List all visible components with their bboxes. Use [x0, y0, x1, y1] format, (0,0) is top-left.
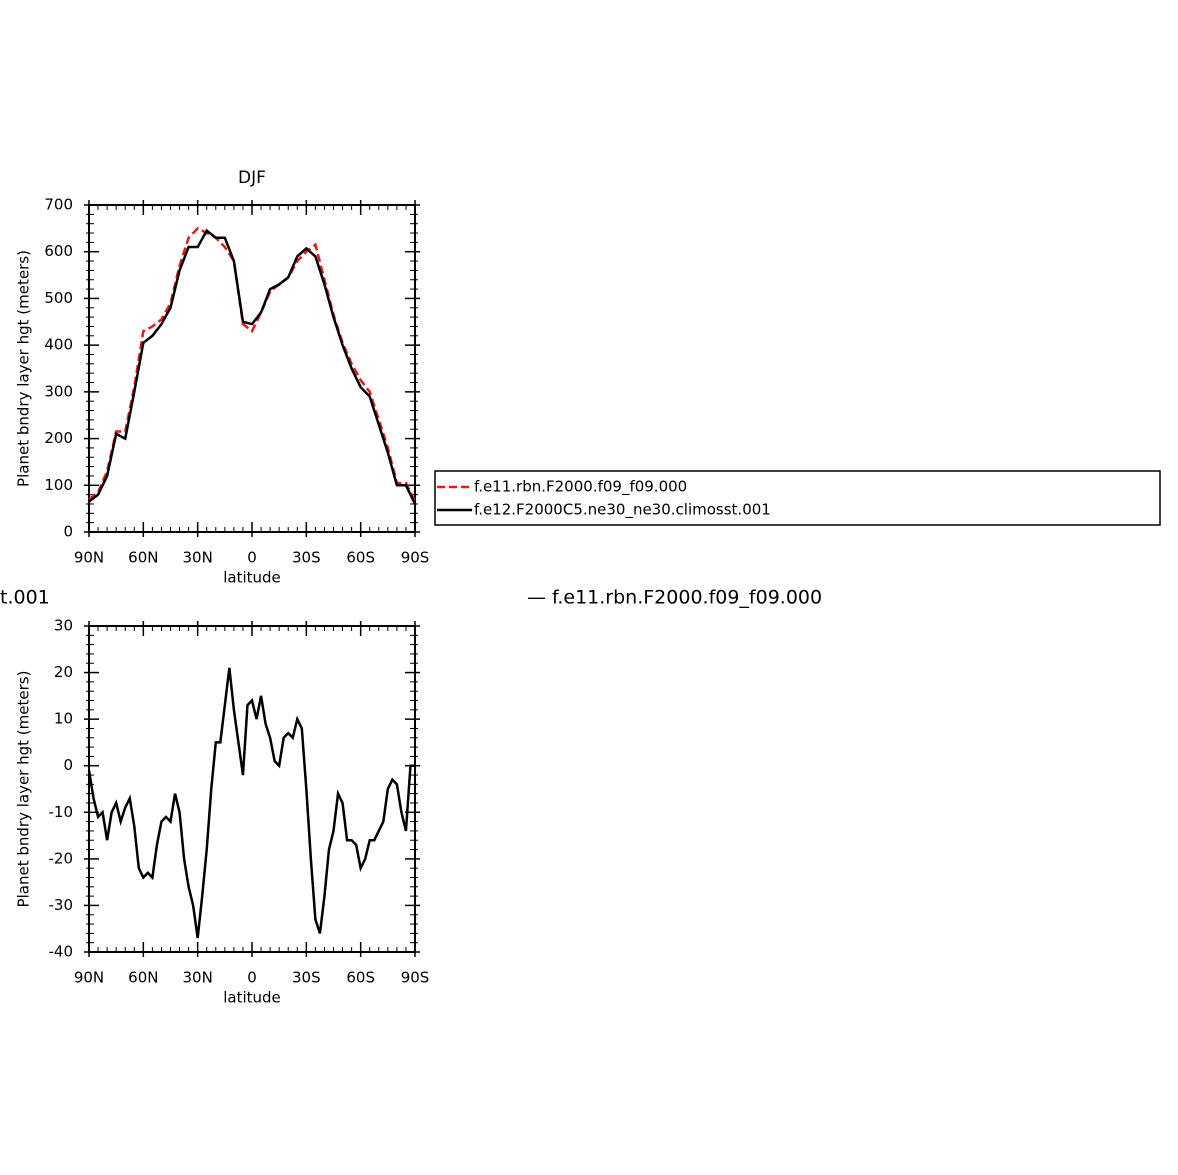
y-axis-label: Planet bndry layer hgt (meters) [15, 671, 33, 908]
y-tick-label: 10 [54, 710, 73, 728]
legend-label: f.e11.rbn.F2000.f09_f09.000 [474, 478, 687, 497]
legend-label: f.e12.F2000C5.ne30_ne30.climosst.001 [474, 501, 771, 520]
x-axis-label: latitude [223, 569, 281, 587]
y-tick-label: 700 [44, 196, 73, 214]
y-tick-label: -10 [49, 803, 74, 821]
plot-frame [88, 625, 416, 953]
x-tick-label: 90N [74, 969, 104, 987]
y-tick-label: 0 [63, 523, 73, 541]
x-tick-label: 30N [183, 969, 213, 987]
y-tick-label: 100 [44, 476, 73, 494]
x-tick-label: 90S [401, 549, 430, 567]
plot-frame [88, 204, 416, 533]
y-tick-label: -40 [49, 943, 74, 961]
y-tick-label: -30 [49, 896, 74, 914]
chart-title: DJF [238, 168, 266, 188]
x-tick-label: 0 [247, 549, 257, 567]
x-tick-label: 60N [128, 969, 158, 987]
x-tick-label: 60N [128, 549, 158, 567]
y-tick-label: 500 [44, 289, 73, 307]
y-tick-label: 300 [44, 382, 73, 400]
y-tick-label: 200 [44, 429, 73, 447]
data-line [87, 667, 415, 939]
y-tick-label: 20 [54, 663, 73, 681]
y-tick-label: -20 [49, 849, 74, 867]
x-tick-label: 60S [346, 549, 375, 567]
legend-box [434, 470, 1161, 526]
data-line [88, 228, 417, 505]
x-tick-label: 60S [346, 969, 375, 987]
y-tick-label: 0 [63, 756, 73, 774]
x-axis-label: latitude [223, 989, 281, 1007]
y-tick-label: 400 [44, 336, 73, 354]
annotation: — f.e11.rbn.F2000.f09_f09.000 [527, 587, 822, 609]
x-tick-label: 90N [74, 549, 104, 567]
x-tick-label: 30S [292, 969, 321, 987]
x-tick-label: 30N [183, 549, 213, 567]
x-tick-label: 30S [292, 549, 321, 567]
x-tick-label: 90S [401, 969, 430, 987]
y-tick-label: 30 [54, 617, 73, 635]
chart-title: t.001 [0, 587, 50, 609]
y-tick-label: 600 [44, 242, 73, 260]
y-axis-label: Planet bndry layer hgt (meters) [15, 250, 33, 487]
data-line [88, 226, 417, 503]
x-tick-label: 0 [247, 969, 257, 987]
